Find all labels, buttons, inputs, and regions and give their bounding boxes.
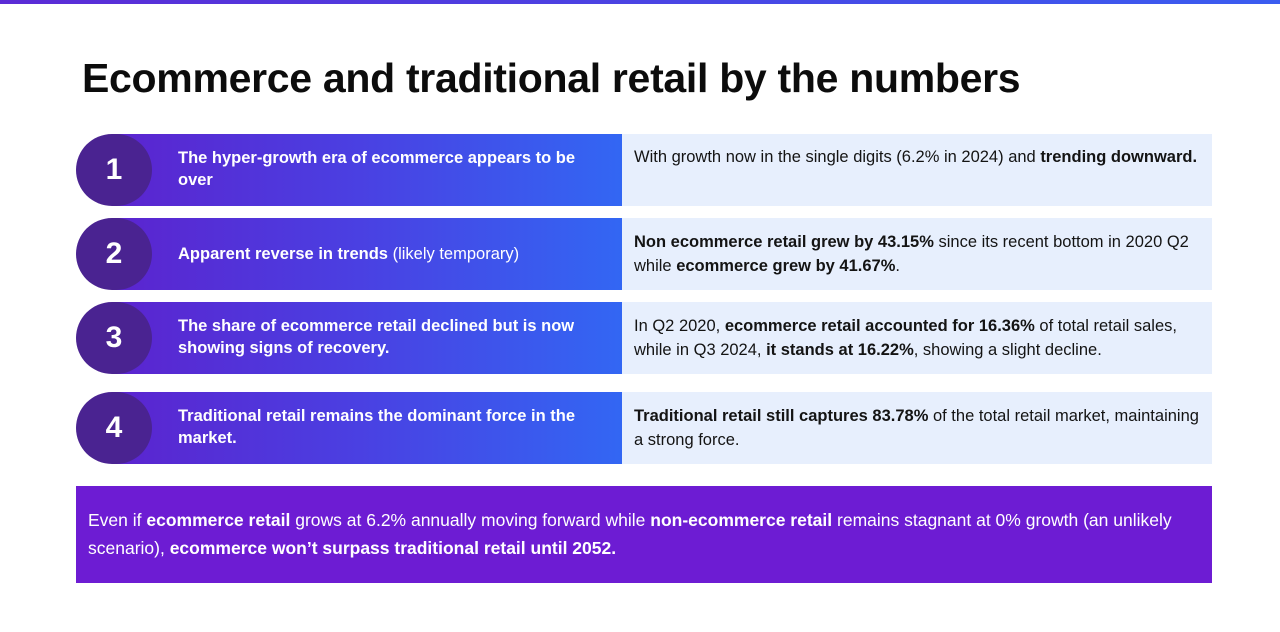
stat-row-3: 3 The share of ecommerce retail declined… — [76, 302, 1212, 374]
text-segment: Even if — [88, 510, 147, 530]
row-number-badge: 2 — [76, 218, 152, 290]
bold-text-segment: Traditional retail still captures 83.78% — [634, 407, 929, 425]
footer-callout: Even if ecommerce retail grows at 6.2% a… — [76, 486, 1212, 583]
text-segment: remains stagnant at 0% growth (an unlike… — [88, 510, 1172, 558]
row-number-badge: 4 — [76, 392, 152, 464]
rich-text: Apparent reverse in trends (likely tempo… — [178, 243, 519, 265]
bold-text-segment: ecommerce won’t surpass traditional reta… — [169, 538, 617, 558]
row-label-bar — [114, 134, 660, 206]
bold-text-segment: ecommerce grew by 41.67% — [676, 257, 896, 275]
row-number-badge: 3 — [76, 302, 152, 374]
rich-text: The hyper-growth era of ecommerce appear… — [178, 147, 578, 191]
bold-text-segment: trending downward. — [1040, 148, 1198, 166]
row-label-bar — [114, 302, 660, 374]
row-label: Apparent reverse in trends (likely tempo… — [178, 218, 578, 290]
row-label: Traditional retail remains the dominant … — [178, 392, 578, 477]
row-number-badge: 1 — [76, 134, 152, 206]
text-segment: since its recent bottom in 2020 Q2 while — [634, 233, 1189, 275]
stat-row-4: 4 Traditional retail remains the dominan… — [76, 392, 1212, 464]
page-title: Ecommerce and traditional retail by the … — [82, 55, 1021, 101]
row-label: The share of ecommerce retail declined b… — [178, 302, 578, 387]
row-description: With growth now in the single digits (6.… — [622, 134, 1212, 206]
bold-text-segment: Traditional retail remains the dominant … — [178, 407, 575, 447]
text-segment: , showing a slight decline. — [913, 341, 1102, 359]
bold-text-segment: Apparent reverse in trends — [178, 245, 388, 263]
text-segment: . — [895, 257, 900, 275]
rich-text: Non ecommerce retail grew by 43.15% sinc… — [634, 230, 1200, 278]
rich-text: Traditional retail remains the dominant … — [178, 405, 578, 449]
bold-text-segment: ecommerce retail — [146, 510, 291, 530]
row-label-bar — [114, 218, 660, 290]
stat-row-1: 1 The hyper-growth era of ecommerce appe… — [76, 134, 1212, 206]
bold-text-segment: The share of ecommerce retail declined b… — [178, 317, 575, 357]
rich-text: With growth now in the single digits (6.… — [634, 145, 1197, 169]
text-segment: With growth now in the single digits (6.… — [634, 148, 1041, 166]
rich-text: Traditional retail still captures 83.78%… — [634, 404, 1200, 452]
text-segment: grows at 6.2% annually moving forward wh… — [290, 510, 651, 530]
text-segment: of total retail sales, while in Q3 2024, — [634, 317, 1177, 359]
bold-text-segment: Non ecommerce retail grew by 43.15% — [634, 233, 934, 251]
row-description: Non ecommerce retail grew by 43.15% sinc… — [622, 218, 1212, 290]
bold-text-segment: non-ecommerce retail — [650, 510, 833, 530]
text-segment: In Q2 2020, — [634, 317, 725, 335]
top-accent-bar — [0, 0, 1280, 4]
text-segment: of the total retail market, maintaining … — [634, 407, 1199, 449]
text-segment: (likely temporary) — [388, 245, 520, 263]
rich-text: Even if ecommerce retail grows at 6.2% a… — [88, 510, 1172, 558]
bold-text-segment: it stands at 16.22% — [766, 341, 914, 359]
rich-text: In Q2 2020, ecommerce retail accounted f… — [634, 314, 1200, 362]
bold-text-segment: ecommerce retail accounted for 16.36% — [724, 317, 1035, 335]
row-label-bar — [114, 392, 660, 464]
bold-text-segment: The hyper-growth era of ecommerce appear… — [178, 149, 576, 189]
row-description: Traditional retail still captures 83.78%… — [622, 392, 1212, 464]
stat-row-2: 2 Apparent reverse in trends (likely tem… — [76, 218, 1212, 290]
rich-text: The share of ecommerce retail declined b… — [178, 315, 578, 359]
row-label: The hyper-growth era of ecommerce appear… — [178, 134, 578, 219]
row-description: In Q2 2020, ecommerce retail accounted f… — [622, 302, 1212, 374]
